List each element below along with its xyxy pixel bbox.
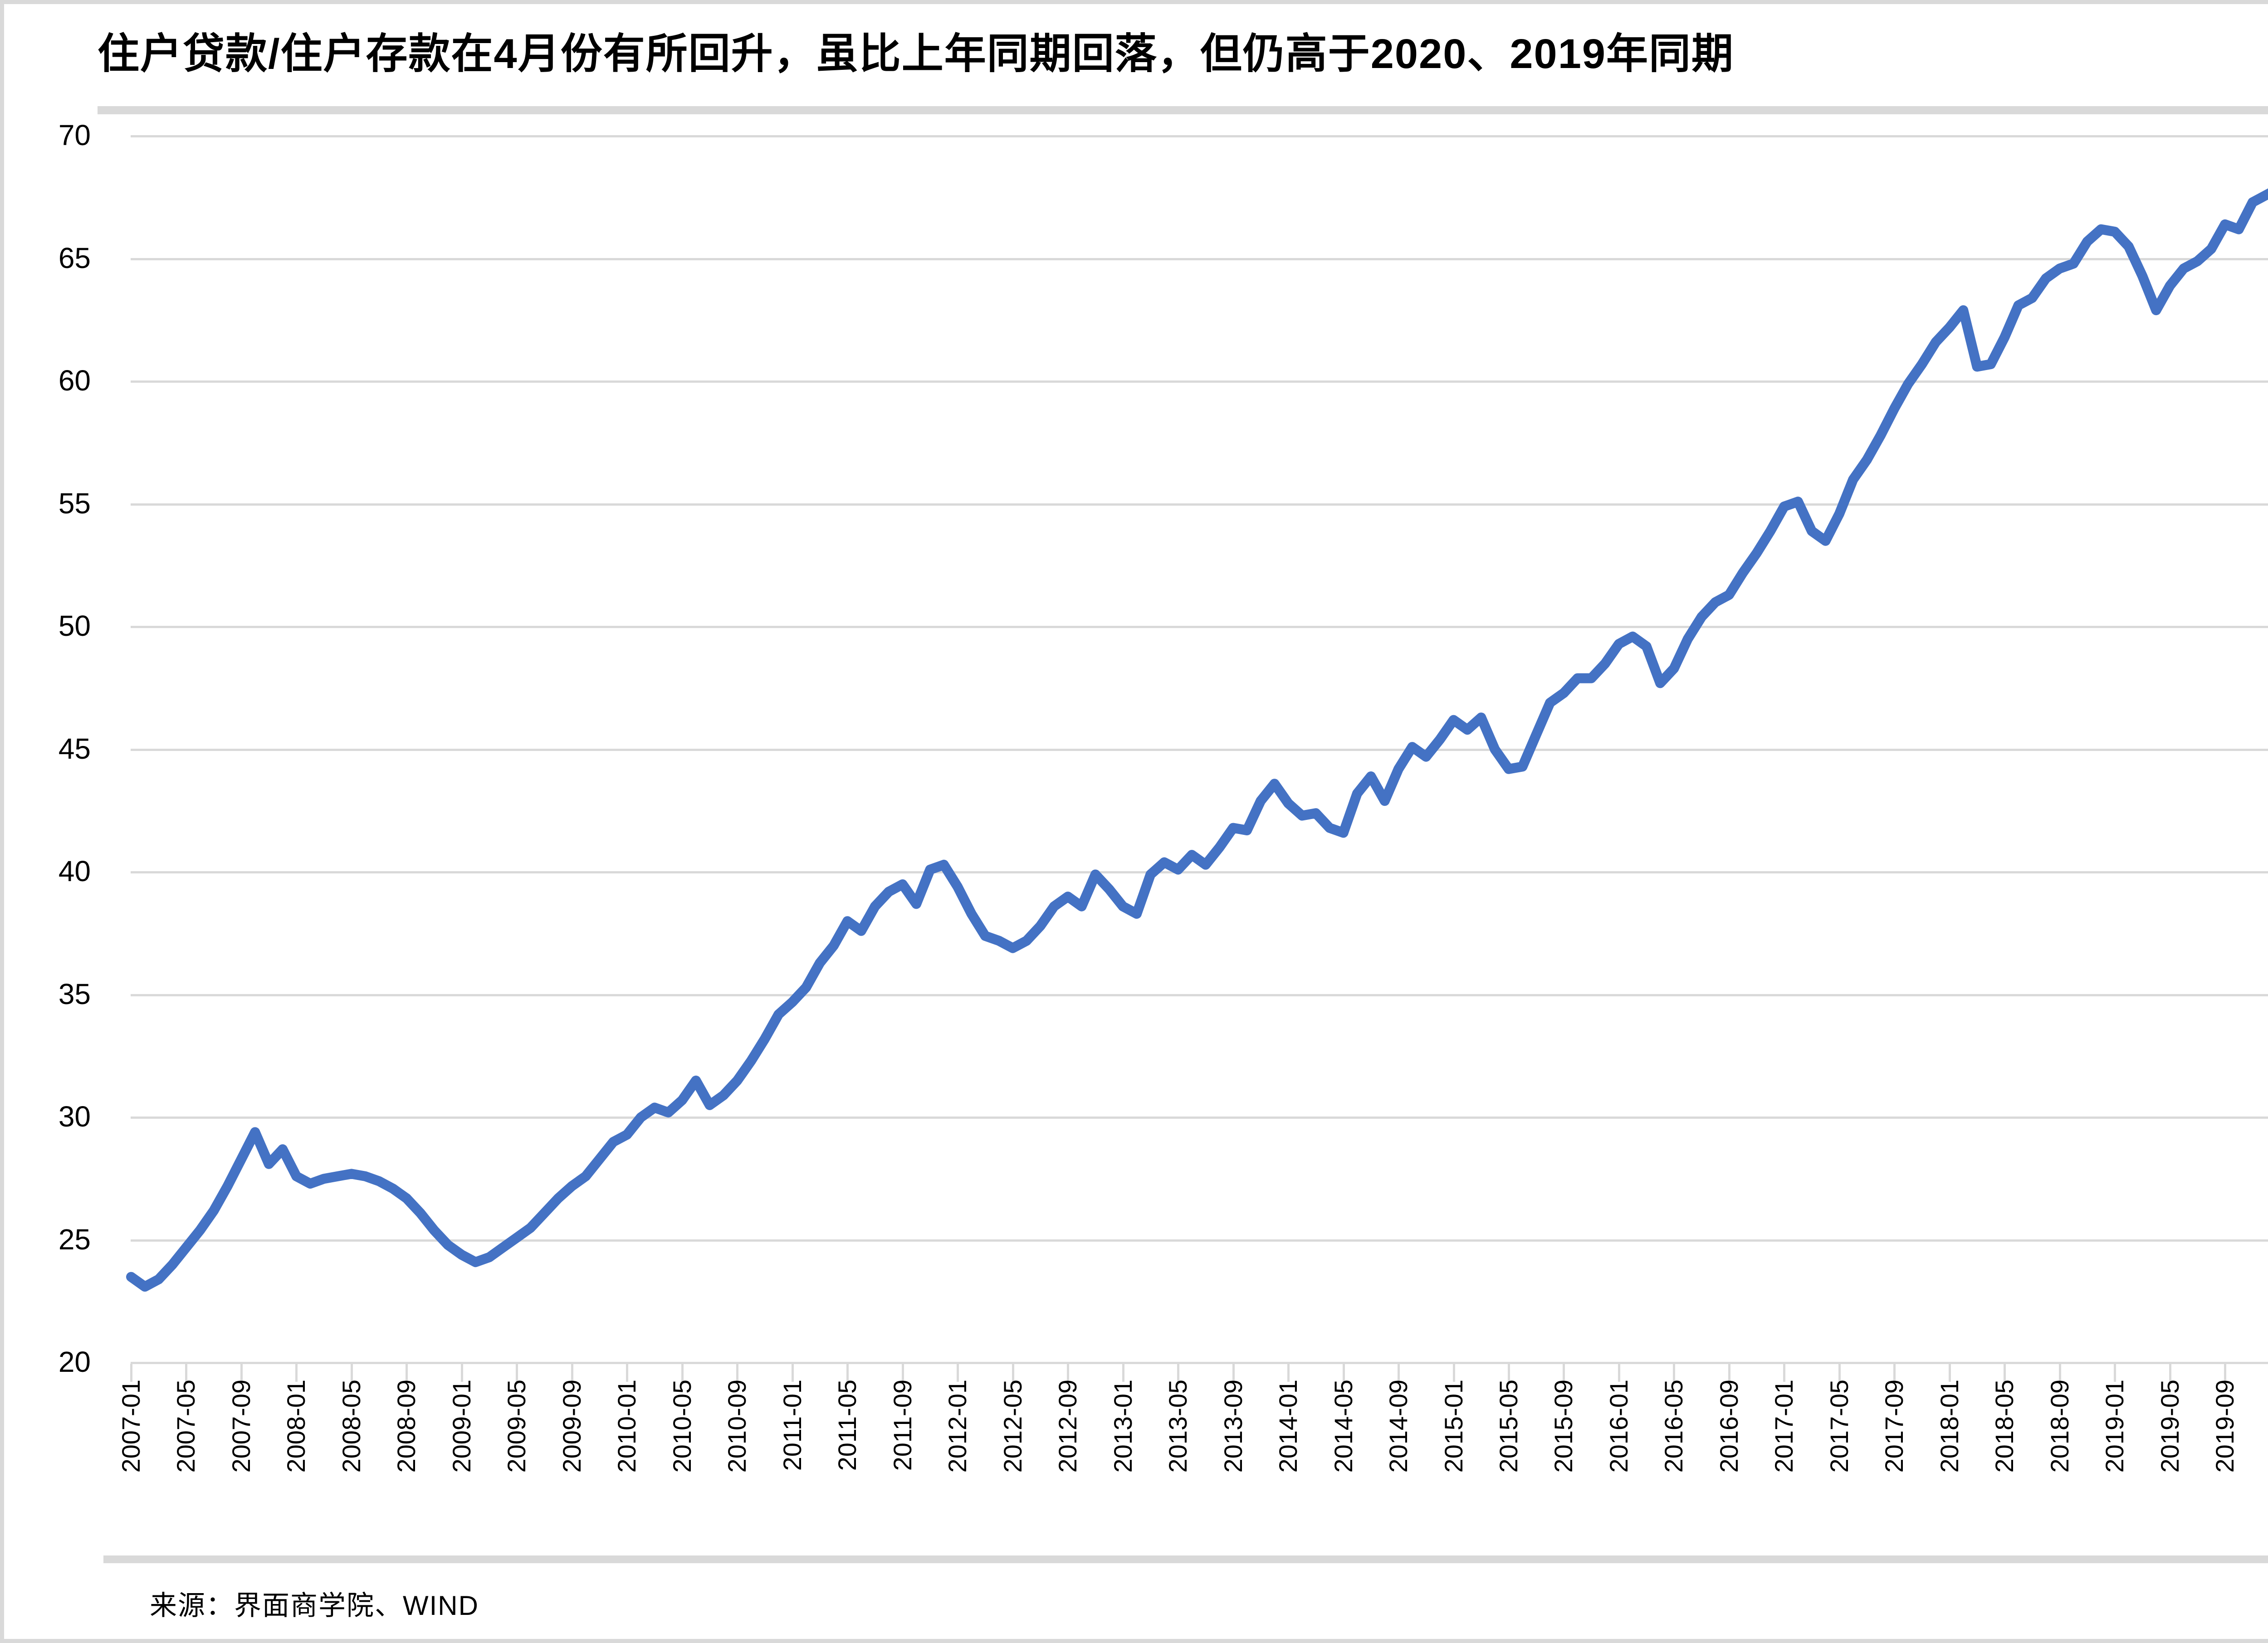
y-tick-label-40: 40 [58,855,91,887]
gridline-y-45 [131,748,2268,751]
gridline-y-25 [131,1239,2268,1242]
x-tick-mark [1728,1364,1730,1382]
x-tick-mark [1398,1364,1400,1382]
x-tick-mark [791,1364,794,1382]
x-tick-mark [736,1364,739,1382]
x-tick-mark [1287,1364,1290,1382]
x-tick-mark [2058,1364,2061,1382]
gridline-y-50 [131,626,2268,628]
image-border-left [0,0,4,1643]
x-tick-mark [1838,1364,1841,1382]
x-tick-mark [2169,1364,2171,1382]
gridline-y-60 [131,380,2268,383]
y-tick-label-55: 55 [58,487,91,520]
x-tick-mark [957,1364,959,1382]
x-tick-mark [1342,1364,1345,1382]
x-tick-mark [2004,1364,2006,1382]
y-tick-label-70: 70 [58,119,91,151]
image-border-bottom [0,1639,2268,1643]
x-tick-mark [1618,1364,1620,1382]
x-tick-mark [1893,1364,1896,1382]
gridline-y-55 [131,503,2268,506]
y-tick-label-30: 30 [58,1100,91,1133]
x-tick-mark [240,1364,243,1382]
gridline-y-40 [131,871,2268,873]
y-tick-label-65: 65 [58,241,91,274]
x-tick-mark [185,1364,188,1382]
gridline-y-70 [131,135,2268,137]
y-tick-label-45: 45 [58,732,91,765]
y-tick-label-20: 20 [58,1346,91,1378]
x-tick-mark [1232,1364,1235,1382]
gridline-y-35 [131,994,2268,996]
x-tick-mark [516,1364,518,1382]
x-tick-mark [2114,1364,2116,1382]
x-tick-mark [2224,1364,2227,1382]
x-tick-mark [1783,1364,1786,1382]
y-tick-label-25: 25 [58,1223,91,1256]
x-tick-mark [1508,1364,1510,1382]
gridline-y-65 [131,258,2268,260]
x-tick-mark [901,1364,904,1382]
title-separator-bar [98,106,2268,114]
x-tick-mark [681,1364,684,1382]
footer-separator-bar [103,1555,2268,1563]
gridline-y-20 [131,1362,2268,1364]
x-tick-mark [1067,1364,1070,1382]
x-tick-mark [1122,1364,1124,1382]
x-tick-mark [1177,1364,1180,1382]
series-line [126,188,2268,1292]
x-tick-mark [295,1364,298,1382]
x-tick-mark [460,1364,463,1382]
x-tick-mark [1452,1364,1455,1382]
x-tick-mark [626,1364,629,1382]
x-tick-mark [1673,1364,1676,1382]
x-tick-mark [846,1364,849,1382]
x-tick-mark [130,1364,132,1382]
gridline-y-30 [131,1116,2268,1119]
x-tick-mark [406,1364,408,1382]
x-tick-mark [571,1364,573,1382]
y-tick-label-35: 35 [58,977,91,1010]
image-border-top [0,0,2268,4]
y-tick-label-50: 50 [58,609,91,642]
chart-title: 住户贷款/住户存款在4月份有所回升，虽比上年同期回落，但仍高于2020、2019… [98,31,1735,77]
x-tick-mark [1948,1364,1951,1382]
x-tick-mark [350,1364,353,1382]
x-tick-mark [1012,1364,1014,1382]
x-tick-mark [1563,1364,1565,1382]
source-note: 来源：界面商学院、WIND [150,1590,479,1621]
y-tick-label-60: 60 [58,364,91,397]
